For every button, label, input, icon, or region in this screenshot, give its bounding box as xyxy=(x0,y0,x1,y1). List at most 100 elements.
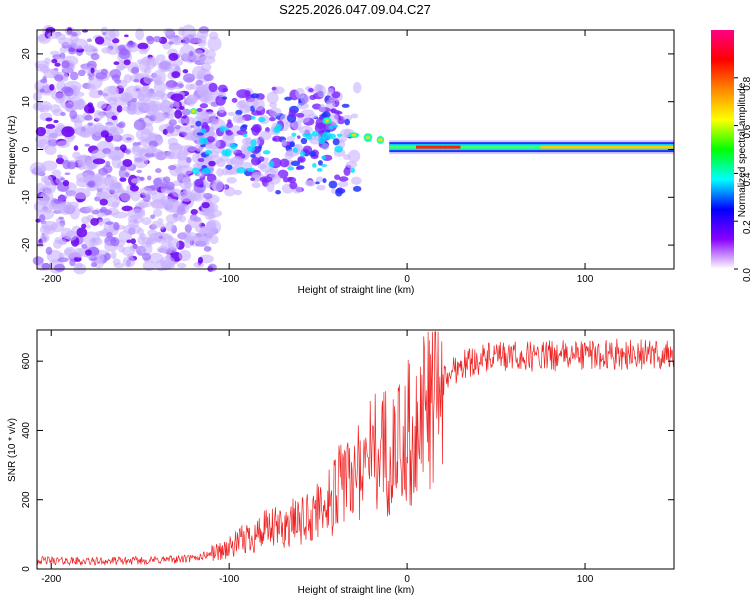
heatmap-cell xyxy=(172,212,183,221)
heatmap-cell xyxy=(44,144,57,156)
heatmap-cell xyxy=(296,102,309,110)
heatmap-cell xyxy=(113,96,130,107)
heatmap-cell xyxy=(247,145,256,152)
heatmap-cell xyxy=(286,136,296,142)
heatmap-cell xyxy=(54,74,64,82)
heatmap-cell xyxy=(206,173,217,183)
heatmap-cell xyxy=(133,119,146,131)
heatmap-cell xyxy=(321,155,327,160)
heatmap-cell xyxy=(377,138,384,142)
heatmap-cell xyxy=(290,160,301,167)
heatmap-cell xyxy=(187,215,202,229)
heatmap-cell xyxy=(74,262,83,269)
heatmap-cell xyxy=(144,102,159,116)
heatmap-cell xyxy=(135,28,145,41)
heatmap-cell xyxy=(183,186,191,195)
heatmap-cell xyxy=(344,118,350,126)
y-tick-label: -20 xyxy=(21,237,32,252)
heatmap-cell xyxy=(122,256,136,268)
heatmap-cell xyxy=(330,108,337,114)
heatmap-cell xyxy=(105,160,111,167)
heatmap-cell xyxy=(241,124,248,128)
heatmap-cell xyxy=(185,83,194,91)
heatmap-cell xyxy=(100,130,109,138)
heatmap-cell xyxy=(268,116,276,122)
heatmap-cell xyxy=(130,238,136,245)
heatmap-cell xyxy=(316,167,323,172)
heatmap-cell xyxy=(92,158,106,165)
heatmap-cell xyxy=(284,151,294,160)
heatmap-cell xyxy=(267,173,281,185)
heatmap-cell xyxy=(160,256,176,268)
heatmap-cell xyxy=(289,181,298,190)
heatmap-cell xyxy=(163,198,180,213)
heatmap-cell xyxy=(71,187,91,199)
heatmap-cell xyxy=(258,116,266,123)
heatmap-cell xyxy=(153,177,163,187)
heatmap-cell xyxy=(178,105,185,111)
heatmap-cell xyxy=(315,176,325,183)
heatmap-cell xyxy=(199,103,209,109)
y-tick-label: 200 xyxy=(21,491,32,508)
heatmap-cell xyxy=(184,116,195,125)
snr-panel: -200 -100 0 100 0 200 400 600 Height of straig… xyxy=(7,329,675,596)
heatmap-cell xyxy=(177,118,186,124)
heatmap-cell xyxy=(183,73,195,83)
x-tick-label: -200 xyxy=(41,274,61,285)
heatmap-band-core xyxy=(389,145,674,149)
heatmap-cell xyxy=(177,83,184,88)
heatmap-cell xyxy=(205,182,212,189)
heatmap-cell xyxy=(81,223,87,229)
heatmap-cell xyxy=(49,50,61,56)
heatmap-cell xyxy=(308,150,317,157)
heatmap-cell xyxy=(133,153,145,164)
heatmap-cell xyxy=(336,111,343,115)
heatmap-cell xyxy=(237,99,249,108)
heatmap-cell xyxy=(295,166,302,171)
heatmap-cell xyxy=(145,146,156,155)
heatmap-cell xyxy=(221,167,229,176)
heatmap-cell xyxy=(258,156,265,162)
heatmap-cell xyxy=(302,145,313,154)
heatmap-cell xyxy=(142,252,152,261)
heatmap-cell xyxy=(190,209,198,216)
heatmap-cell xyxy=(60,112,66,117)
heatmap-cell xyxy=(84,114,93,121)
heatmap-cell xyxy=(123,73,132,84)
heatmap-cell xyxy=(165,181,175,191)
heatmap-cell xyxy=(81,243,88,249)
heatmap-cell xyxy=(327,87,334,95)
heatmap-cell xyxy=(140,176,144,182)
heatmap-cell xyxy=(332,138,340,146)
heatmap-cell xyxy=(137,235,146,245)
heatmap-cell xyxy=(308,88,314,93)
heatmap-cell xyxy=(174,165,194,176)
heatmap-cell xyxy=(297,156,306,163)
heatmap-cell xyxy=(110,236,120,247)
x-tick-label: 100 xyxy=(577,274,594,285)
colorbar: 0.0 0.2 0.4 0.6 0.8 Normalized spectral ampl… xyxy=(711,30,750,282)
heatmap-cell xyxy=(142,193,151,203)
heatmap-cell xyxy=(85,224,91,229)
heatmap-cell xyxy=(77,160,86,171)
heatmap-cell xyxy=(277,169,289,179)
heatmap-cell xyxy=(198,137,209,145)
heatmap-cell xyxy=(86,38,93,42)
heatmap-cell xyxy=(342,154,351,160)
heatmap-cell xyxy=(236,167,246,174)
heatmap-cell xyxy=(133,78,139,83)
heatmap-cell xyxy=(112,211,129,219)
heatmap-cell xyxy=(299,151,306,157)
heatmap-cell xyxy=(347,149,361,163)
heatmap-cell xyxy=(105,193,121,208)
heatmap-cell xyxy=(182,132,188,136)
heatmap-cell xyxy=(207,263,217,272)
heatmap-cell xyxy=(350,113,359,119)
heatmap-cell xyxy=(132,145,140,153)
heatmap-cell xyxy=(336,133,343,137)
heatmap-cell xyxy=(226,122,234,129)
heatmap-cell xyxy=(295,87,305,99)
heatmap-cell xyxy=(208,160,216,167)
heatmap-cell xyxy=(41,160,58,171)
heatmap-cell xyxy=(36,262,51,272)
